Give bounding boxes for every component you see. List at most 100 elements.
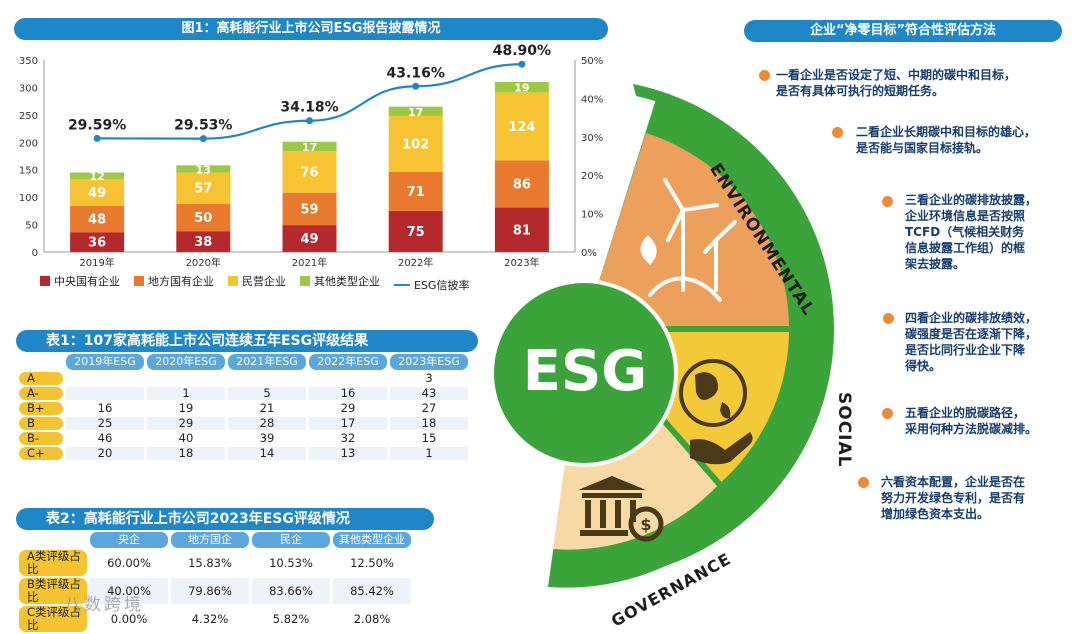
environmental-label: ENVIRONMENTAL [705,160,819,320]
table-cell: 4.32% [191,611,229,626]
table-cell: 17 [309,417,387,430]
bar-value-label: 71 [407,185,425,200]
legend-item: 地方国有企业 [134,273,214,289]
y2-tick-label: 40% [581,94,603,105]
bar-value-label: 86 [513,177,531,192]
legend-line-swatch [394,284,410,286]
bar-segment [282,192,337,226]
table-cell [147,372,225,385]
bar-segment [70,232,125,252]
y-tick-label: 250 [19,111,38,122]
table-cell: 15 [421,431,437,445]
table-cell: 83.66% [252,578,330,604]
esg-rate-label: 48.90% [493,44,551,59]
table-cell: 13 [309,447,387,460]
legend-swatch [134,276,144,286]
esg-rate-label: 43.16% [387,65,445,81]
bar-value-label: 49 [300,232,318,247]
table-cell: 40.00% [90,578,168,604]
esg-rate-point [199,135,207,143]
bar-value-label: 50 [194,211,212,226]
legend-item: 中央国有企业 [40,273,120,289]
x-tick-label: 2023年 [504,256,539,269]
table-cell: 2.08% [353,611,391,626]
wind-turbine-icon [640,178,737,302]
bar-value-label: 102 [402,137,429,152]
table-cell: 60.00% [107,555,151,570]
bullet-2: 二看企业长期碳中和目标的雄心， 是否能与国家目标接轨。 [856,125,1037,155]
table-row: B类评级占比 40.00% 79.86% 83.66% 85.42% [19,578,411,604]
y2-tick-label: 0% [581,248,597,259]
bar-value-label: 12 [89,170,104,183]
table-cell: 12.50% [350,555,394,570]
y2-tick-label: 30% [581,133,603,144]
legend-label: 其他类型企业 [314,275,380,288]
esg-rate-point [518,60,526,68]
table-cell: 18 [390,417,468,430]
bar-value-label: 17 [302,141,317,154]
table-cell [309,372,387,385]
bar-segment [282,151,337,193]
fig1-chart: 0 50 100 150 200 250 300 350 0% 10% 20% 30% 40% 50% 20… [19,44,603,269]
bar-value-label: 36 [88,236,106,251]
legend-item: 民营企业 [228,273,286,289]
y2-tick-label: 50% [581,56,603,67]
legend-label: 民营企业 [242,275,286,288]
table-cell: 28 [228,417,306,430]
esg-rate-label: 29.59% [68,117,126,133]
table2-title: 表2：高耗能行业上市公司2023年ESG评级情况 [16,508,434,530]
table1-grid: 2019年ESG 2020年ESG 2021年ESG 2022年ESG 2023年ESG… [16,352,471,462]
esg-rate-point [412,82,420,90]
bar-segment [388,210,443,252]
bar-segment [494,160,549,208]
governance-label: GOVERNANCE [608,549,735,631]
bar-segment [176,172,231,204]
table-header: 2021年ESG [228,354,306,370]
table-header: 其他类型企业 [333,532,411,548]
table2: 央企 地方国企 民企 其他类型企业 A类评级占比 60.00% 15.83% 10.53% 12… [16,530,414,634]
x-tick-label: 2021年 [292,256,327,269]
esg-rate-point [93,134,101,142]
table-cell: 43 [390,387,468,400]
legend-label: 地方国有企业 [148,275,214,288]
row-label: C+ [19,447,63,460]
bar-segment [70,172,125,180]
net-zero-title: 企业“净零目标”符合性评估方法 [744,20,1062,42]
svg-text:$: $ [640,515,651,534]
y-tick-label: 0 [32,248,38,259]
bullet-3: 三看企业的碳排放披露， 企业环境信息是否按照 TCFD（气候相关财务 信息披露工作组… [905,193,1038,271]
table-cell: 3 [425,371,433,385]
globe-icon [679,359,753,465]
bar-value-label: 57 [194,182,212,197]
x-tick-label: 2019年 [79,256,114,269]
bullet-dot-3 [882,196,893,207]
y-tick-label: 350 [19,56,38,67]
bullet-6: 六看资本配置，企业是否在 努力开发绿色专利，是否有 增加绿色资本支出。 [881,475,1026,521]
bank-icon: $ [578,476,664,542]
bar-value-label: 76 [300,165,318,180]
table-corner [19,532,87,548]
table-cell: 46 [97,431,113,445]
legend-item: 其他类型企业 [300,273,380,289]
table-cell: 15.83% [188,555,232,570]
table-cell [228,372,306,385]
table-header: 地方国企 [171,532,249,548]
table-cell [66,387,144,400]
table-row: A- 1 5 16 43 [19,387,468,400]
bullet-5: 五看企业的脱碳路径， 采用何种方法脱碳减排。 [905,406,1038,436]
legend-item-line: ESG信披率 [394,277,469,293]
table-header: 央企 [90,532,168,548]
esg-rate-label: 34.18% [280,100,338,116]
table-corner [19,354,63,370]
bar-segment [282,141,337,152]
legend-label: ESG信披率 [414,279,470,292]
row-label: B类评级占比 [19,578,87,604]
fig1-legend: 中央国有企业 地方国有企业 民营企业 其他类型企业 ESG信披率 [40,271,600,293]
bar-segment [494,92,549,161]
bar-value-label: 124 [508,120,535,135]
bar-value-label: 48 [88,213,106,228]
table-row: B+ 16 19 21 29 27 [19,402,468,415]
row-label: B+ [19,402,63,415]
table-header: 民企 [252,532,330,548]
